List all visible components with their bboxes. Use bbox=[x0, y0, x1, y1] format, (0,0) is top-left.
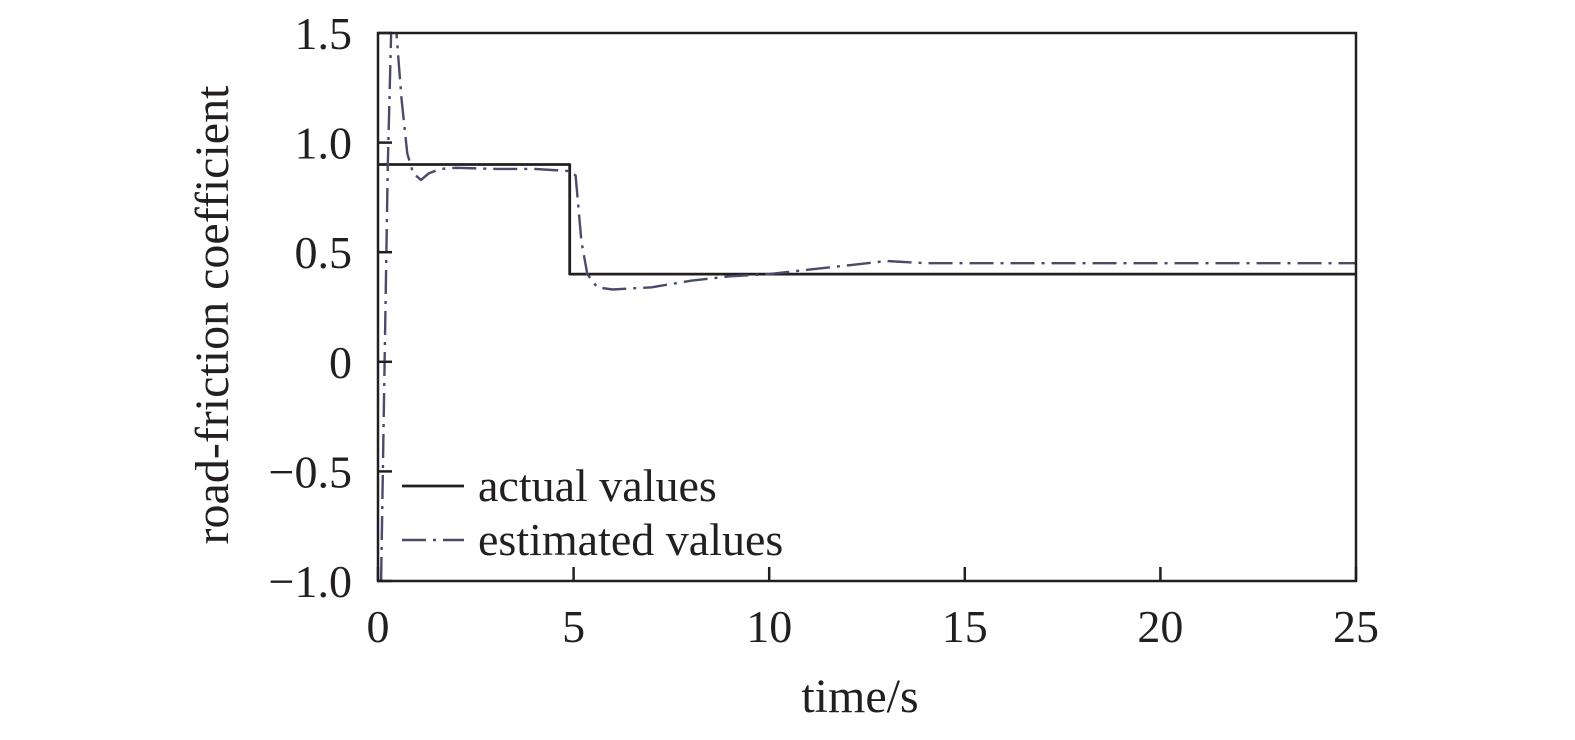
series-line-estimated bbox=[379, 33, 1356, 581]
y-tick-label: 1.0 bbox=[295, 118, 353, 169]
y-tick-label: 0 bbox=[329, 337, 352, 388]
x-axis-label: time/s bbox=[801, 670, 918, 723]
x-tick-label: 25 bbox=[1333, 601, 1379, 652]
legend-label-actual: actual values bbox=[478, 460, 717, 511]
x-tick-label: 5 bbox=[562, 601, 585, 652]
y-tick-label: −1.0 bbox=[269, 556, 352, 607]
series-line-actual bbox=[378, 163, 1356, 276]
x-tick-label: 20 bbox=[1137, 601, 1183, 652]
legend-label-estimated: estimated values bbox=[478, 514, 783, 565]
x-tick-label: 15 bbox=[942, 601, 988, 652]
x-tick-label: 10 bbox=[746, 601, 792, 652]
y-tick-label: −0.5 bbox=[269, 446, 352, 497]
plot-frame bbox=[376, 31, 1358, 583]
y-tick-label: 0.5 bbox=[295, 227, 353, 278]
y-tick-label: 1.5 bbox=[295, 8, 353, 59]
x-tick-label: 0 bbox=[367, 601, 390, 652]
y-axis-label: road-friction coefficient bbox=[186, 85, 239, 545]
